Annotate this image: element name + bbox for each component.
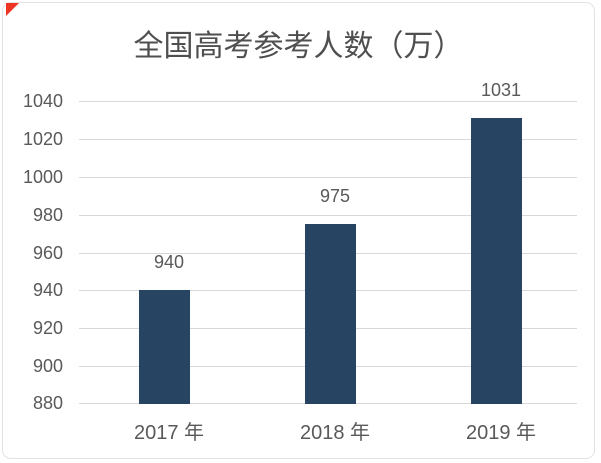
- bar-value-label-1031: 1031: [480, 80, 522, 100]
- chart-frame: 全国高考参考人数（万） 880 900 920 940 960 980 1000 1020 10…: [2, 2, 595, 459]
- bar-2017年: [139, 290, 190, 404]
- red-corner-marker-icon: [6, 3, 19, 16]
- y-tick-label-880: 880: [32, 393, 63, 413]
- gridline-980: [79, 215, 577, 216]
- bar-value-label-940: 940: [153, 252, 185, 272]
- gridline-1040: [79, 101, 577, 102]
- x-tick-label-2018年: 2018 年: [299, 422, 371, 444]
- y-tick-label-900: 900: [32, 356, 63, 376]
- y-tick-label-940: 940: [32, 280, 63, 300]
- plot-area: 940 975 1031: [79, 80, 577, 404]
- bar-2018年: [305, 224, 356, 404]
- y-tick-label-960: 960: [32, 243, 63, 263]
- y-tick-label-1000: 1000: [22, 167, 63, 187]
- y-tick-label-1040: 1040: [22, 91, 63, 111]
- bar-value-label-975: 975: [319, 186, 351, 206]
- y-tick-label-980: 980: [32, 205, 63, 225]
- bar-2019年: [471, 118, 522, 404]
- x-tick-label-2017年: 2017 年: [133, 422, 205, 444]
- y-tick-label-1020: 1020: [22, 129, 63, 149]
- chart-title: 全国高考参考人数（万）: [133, 30, 464, 63]
- gridline-1000: [79, 177, 577, 178]
- y-axis: 880 900 920 940 960 980 1000 1020 1040: [3, 91, 63, 413]
- gridline-1020: [79, 139, 577, 140]
- x-tick-label-2019年: 2019 年: [465, 422, 537, 444]
- y-tick-label-920: 920: [32, 318, 63, 338]
- x-axis: 2017 年 2018 年 2019 年: [79, 416, 577, 446]
